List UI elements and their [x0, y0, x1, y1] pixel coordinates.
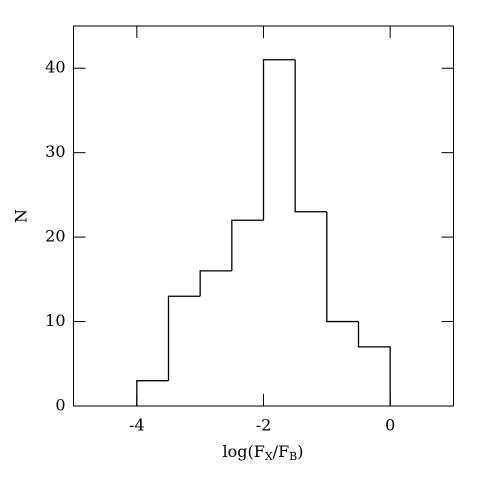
bar — [199, 270, 232, 297]
y-axis-label: N — [12, 209, 31, 223]
bar — [231, 219, 264, 271]
bar — [167, 295, 201, 381]
x-axis-label-part: log(F — [222, 442, 264, 461]
x-axis-label-part: /F — [273, 442, 290, 461]
x-tick-label: -2 — [256, 416, 272, 435]
bar — [136, 380, 169, 406]
y-tick-label: 0 — [55, 396, 65, 415]
x-axis-label-part: ) — [297, 442, 303, 461]
y-tick-label: 30 — [45, 142, 65, 161]
bar — [326, 211, 359, 323]
y-tick-label: 20 — [45, 227, 65, 246]
x-axis-label-part: B — [289, 450, 297, 463]
bar — [294, 59, 327, 213]
bar — [262, 59, 296, 221]
x-axis-label: log(FX/FB) — [222, 442, 303, 464]
bar — [357, 321, 391, 406]
x-axis-label-part: X — [265, 450, 273, 463]
y-tick-label: 40 — [45, 58, 65, 77]
x-tick-label: -4 — [129, 416, 145, 435]
y-tick-label: 10 — [45, 311, 65, 330]
x-tick-label: 0 — [385, 416, 395, 435]
